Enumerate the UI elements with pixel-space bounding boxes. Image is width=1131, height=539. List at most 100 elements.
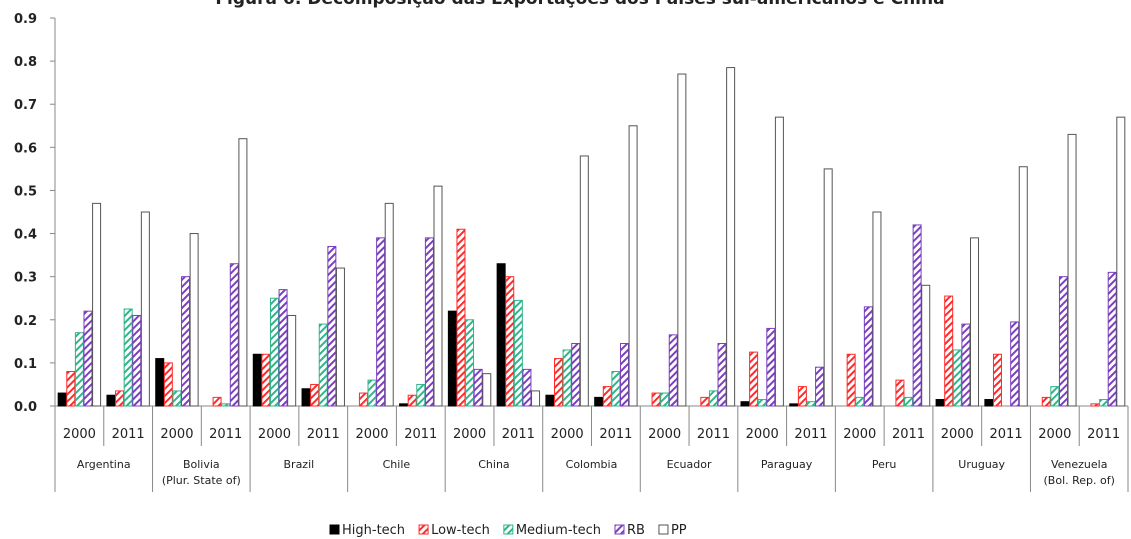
bar [651,392,661,407]
x-tick-label: 2000 [746,427,779,442]
y-tick-label: 0.5 [14,184,37,199]
bar [611,371,621,407]
bar [301,388,311,407]
bar [1090,403,1100,407]
bar [123,308,133,407]
y-tick-label: 0.2 [14,314,37,329]
bar [424,237,434,407]
bar [473,368,483,407]
bar [318,323,328,407]
bar [465,319,475,407]
bar [935,399,945,407]
bar [407,394,417,407]
legend-label: PP [671,523,687,538]
bar [221,403,231,407]
bar [229,263,239,407]
bar [726,67,736,407]
legend-label: RB [627,523,645,538]
x-tick-label: 2000 [355,427,388,442]
bar [376,237,386,407]
bar [1058,276,1068,407]
bar [456,228,466,407]
x-tick-label: 2000 [941,427,974,442]
x-tick-label: 2000 [258,427,291,442]
bar [912,224,922,407]
bar [155,358,165,407]
bar [269,297,279,407]
bar [1107,271,1117,407]
x-tick-label: 2011 [892,427,925,442]
x-tick-label: 2000 [160,427,193,442]
bar [740,401,750,407]
bar [1116,116,1126,407]
group-label: Argentina [77,458,131,471]
bar [1050,386,1060,407]
bar [797,386,807,407]
bar [172,390,182,407]
x-tick-label: 2011 [1087,427,1120,442]
y-tick-label: 0.7 [14,98,37,113]
legend-label: Medium-tech [516,523,601,538]
bar [1018,166,1028,407]
bar [531,390,541,407]
bar [327,245,337,407]
bar [1041,396,1051,407]
bar [278,289,288,407]
legend-label: Low-tech [431,523,490,538]
bar [815,366,825,407]
group-label: Brazil [284,458,315,471]
bar [562,349,572,407]
bar [944,295,954,407]
bar [132,314,142,407]
bar [789,403,799,407]
bar [717,342,727,407]
bar [513,299,523,407]
bar [628,125,638,407]
legend-swatch [658,524,669,535]
bar [140,211,150,407]
bar [952,349,962,407]
x-tick-label: 2000 [551,427,584,442]
bar [238,138,248,407]
bar [416,383,426,407]
bar [83,310,93,407]
bar [863,306,873,407]
bar [57,392,67,407]
x-tick-label: 2011 [794,427,827,442]
bar [261,353,271,407]
bar [749,351,759,407]
bar [708,390,718,407]
x-tick-label: 2011 [990,427,1023,442]
y-tick-label: 0.4 [14,228,37,243]
bar [482,373,492,407]
group-label: Uruguay [958,458,1005,471]
group-label: Ecuador [667,458,712,471]
x-tick-label: 2011 [112,427,145,442]
bar [252,353,262,407]
legend-swatch [614,524,625,535]
bar [872,211,882,407]
group-label: Bolivia (Plur. State of) [162,458,241,487]
bar [189,233,199,407]
bar [522,368,532,407]
bar [757,399,767,407]
bar [855,396,865,407]
bar [310,383,320,407]
bar [106,394,116,407]
bar [984,399,994,407]
bar [115,390,125,407]
legend-swatch [418,524,429,535]
bar [895,379,905,407]
group-label: Peru [872,458,897,471]
x-tick-label: 2000 [453,427,486,442]
y-tick-label: 0.6 [14,141,37,156]
x-tick-label: 2000 [648,427,681,442]
bar [992,353,1002,407]
x-tick-label: 2011 [307,427,340,442]
x-tick-label: 2011 [404,427,437,442]
bar [545,394,555,407]
bar [766,327,776,407]
bar [846,353,856,407]
y-tick-label: 0.3 [14,271,37,286]
bar [358,392,368,407]
